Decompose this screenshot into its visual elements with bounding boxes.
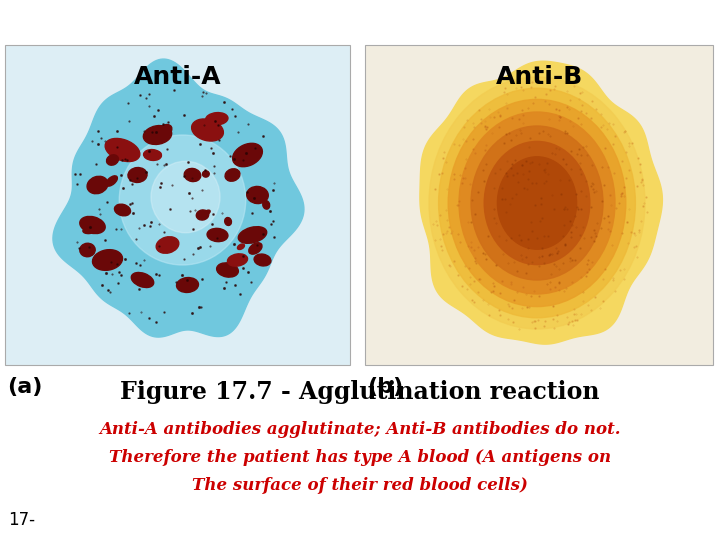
Ellipse shape bbox=[206, 112, 228, 125]
Ellipse shape bbox=[184, 168, 201, 181]
Text: 17-: 17- bbox=[8, 511, 35, 529]
Ellipse shape bbox=[143, 126, 171, 144]
Ellipse shape bbox=[484, 141, 590, 265]
Bar bbox=[365, 45, 713, 365]
Ellipse shape bbox=[249, 243, 262, 254]
Ellipse shape bbox=[254, 254, 271, 266]
Ellipse shape bbox=[151, 161, 220, 233]
Text: The surface of their red blood cells): The surface of their red blood cells) bbox=[192, 477, 528, 495]
Ellipse shape bbox=[107, 155, 119, 165]
Ellipse shape bbox=[217, 263, 238, 277]
Ellipse shape bbox=[263, 200, 270, 209]
Ellipse shape bbox=[120, 135, 246, 265]
Polygon shape bbox=[53, 59, 304, 337]
Ellipse shape bbox=[80, 217, 105, 234]
Ellipse shape bbox=[87, 176, 108, 194]
Ellipse shape bbox=[448, 99, 626, 307]
Ellipse shape bbox=[197, 210, 209, 220]
Bar bbox=[5, 45, 350, 365]
Ellipse shape bbox=[153, 152, 161, 157]
Ellipse shape bbox=[204, 210, 210, 215]
Text: Figure 17.7 - Agglutination reaction: Figure 17.7 - Agglutination reaction bbox=[120, 380, 600, 404]
Ellipse shape bbox=[225, 218, 231, 226]
Ellipse shape bbox=[128, 167, 147, 183]
Text: (b): (b) bbox=[367, 377, 403, 397]
Text: Anti-A: Anti-A bbox=[134, 65, 221, 89]
Ellipse shape bbox=[228, 254, 248, 266]
Ellipse shape bbox=[207, 228, 228, 241]
Ellipse shape bbox=[83, 227, 95, 234]
Text: Anti-B: Anti-B bbox=[495, 65, 582, 89]
Ellipse shape bbox=[459, 112, 615, 294]
Ellipse shape bbox=[247, 186, 269, 204]
Ellipse shape bbox=[238, 227, 266, 244]
Ellipse shape bbox=[429, 77, 645, 329]
Ellipse shape bbox=[80, 243, 95, 256]
Ellipse shape bbox=[233, 143, 262, 167]
Text: Therefore the patient has type A blood (A antigens on: Therefore the patient has type A blood (… bbox=[109, 449, 611, 467]
Ellipse shape bbox=[438, 88, 636, 318]
Ellipse shape bbox=[131, 273, 154, 287]
Ellipse shape bbox=[158, 125, 172, 136]
Ellipse shape bbox=[105, 138, 140, 161]
Ellipse shape bbox=[471, 126, 603, 280]
Ellipse shape bbox=[176, 278, 199, 293]
Ellipse shape bbox=[156, 237, 179, 253]
Ellipse shape bbox=[225, 169, 240, 181]
Ellipse shape bbox=[238, 244, 245, 249]
Text: (a): (a) bbox=[7, 377, 42, 397]
Polygon shape bbox=[420, 61, 662, 344]
Ellipse shape bbox=[202, 171, 210, 177]
Text: Anti-A antibodies agglutinate; Anti-B antibodies do not.: Anti-A antibodies agglutinate; Anti-B an… bbox=[99, 422, 621, 438]
Ellipse shape bbox=[114, 204, 130, 216]
Ellipse shape bbox=[498, 157, 577, 249]
Ellipse shape bbox=[92, 249, 122, 271]
Ellipse shape bbox=[192, 119, 223, 141]
Ellipse shape bbox=[143, 150, 161, 160]
Ellipse shape bbox=[106, 176, 117, 186]
